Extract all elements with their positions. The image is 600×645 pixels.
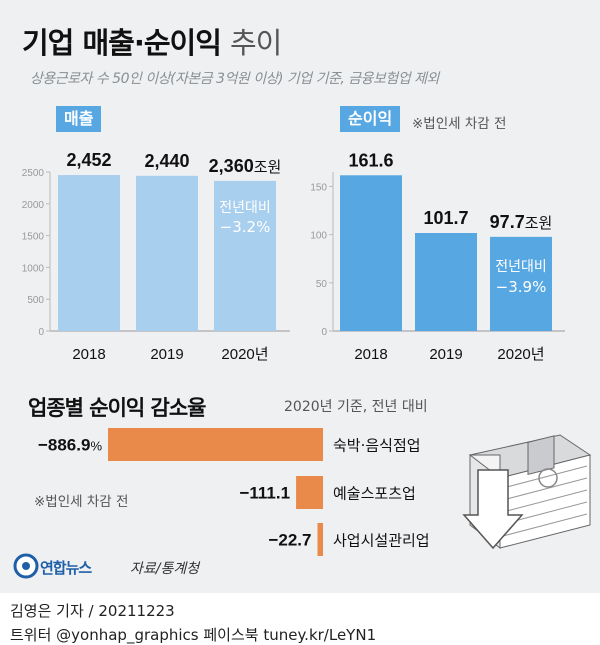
revenue-yoy-value: −3.2% — [220, 218, 271, 236]
revenue-y-tick-label: 2000 — [22, 200, 45, 211]
industry-bar — [108, 428, 323, 461]
social-links: 트위터 @yonhap_graphics 페이스북 tuney.kr/LeYN1 — [10, 626, 377, 644]
revenue-y-tick-label: 500 — [27, 295, 44, 306]
byline: 김영은 기자 / 20211223 — [10, 602, 175, 620]
section-basis-note: 2020년 기준, 전년 대비 — [284, 399, 428, 415]
revenue-y-tick-label: 1500 — [22, 232, 45, 243]
profit-category-label: 2018 — [354, 346, 387, 363]
profit-bar — [415, 232, 477, 331]
revenue-y-tick-label: 2500 — [22, 168, 45, 179]
revenue-bar — [214, 180, 276, 331]
revenue-value-label: 2,452 — [66, 150, 111, 170]
profit-y-tick-label: 0 — [321, 327, 327, 338]
revenue-bar — [136, 175, 198, 331]
money-illustration — [13, 434, 592, 579]
source-credit: 자료/통계청 — [130, 561, 200, 577]
revenue-category-label: 2020년 — [221, 346, 268, 363]
industry-value-label: −22.7 — [268, 531, 311, 550]
profit-chart-title: 순이익 — [340, 106, 401, 132]
industry-value-label: −886.9% — [38, 436, 102, 455]
page-title: 기업 매출·순이익 추이 — [22, 26, 282, 60]
profit-bar — [340, 175, 402, 331]
profit-y-tick-label: 50 — [316, 279, 328, 290]
profit-value-label: 97.7조원 — [490, 212, 553, 232]
down-arrow-icon — [462, 469, 524, 550]
revenue-category-label: 2019 — [150, 346, 183, 363]
logo-text: 연합뉴스 — [40, 559, 92, 577]
profit-yoy-label: 전년대비 — [495, 259, 547, 275]
revenue-y-tick-label: 0 — [38, 327, 44, 338]
revenue-bar — [58, 175, 120, 331]
section-title-industry: 업종별 순이익 감소율 — [28, 396, 207, 420]
tax-note-bottom: ※법인세 차감 전 — [34, 494, 129, 510]
profit-category-label: 2020년 — [497, 346, 544, 363]
revenue-chart-title: 매출 — [56, 106, 102, 132]
revenue-value-label: 2,360조원 — [209, 156, 282, 176]
industry-category-label: 예술스포츠업 — [333, 485, 416, 503]
industry-category-label: 숙박·음식점업 — [333, 437, 421, 455]
profit-y-tick-label: 100 — [310, 231, 327, 242]
revenue-value-label: 2,440 — [144, 151, 189, 171]
industry-bar — [296, 476, 323, 509]
profit-yoy-value: −3.9% — [496, 278, 547, 296]
profit-category-label: 2019 — [429, 346, 462, 363]
industry-bar — [317, 523, 323, 556]
subtitle: 상용근로자 수 50인 이상(자본금 3억원 이상) 기업 기준, 금융보험업 … — [30, 71, 439, 87]
revenue-yoy-label: 전년대비 — [219, 200, 271, 216]
profit-bar — [490, 236, 552, 331]
profit-y-tick-label: 150 — [310, 182, 327, 193]
industry-value-label: −111.1 — [239, 484, 290, 503]
industry-category-label: 사업시설관리업 — [333, 532, 430, 550]
revenue-y-tick-label: 1000 — [22, 263, 45, 274]
tax-note-top: ※법인세 차감 전 — [412, 116, 507, 132]
revenue-category-label: 2018 — [72, 346, 105, 363]
profit-value-label: 161.6 — [348, 150, 393, 170]
profit-value-label: 101.7 — [423, 208, 468, 228]
chart-canvas: 050010001500200025002,45220182,44020192,… — [22, 150, 565, 556]
yonhap-logo-icon — [13, 553, 39, 579]
